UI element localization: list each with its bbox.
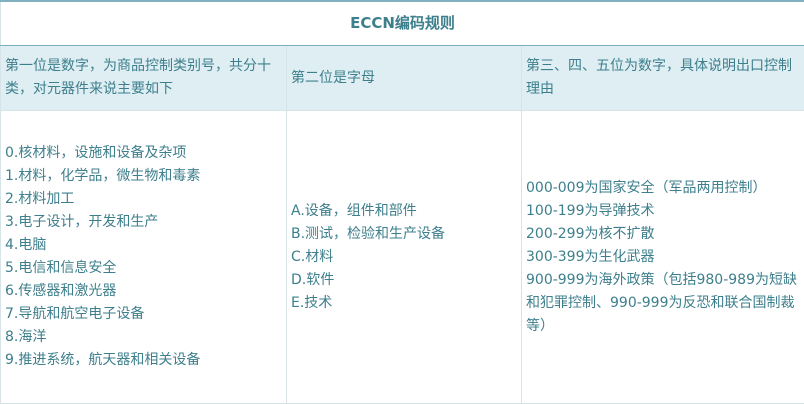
table-title: ECCN编码规则 [0,0,804,46]
header-second-letter: 第二位是字母 [286,45,522,111]
list-item: B.测试，检验和生产设备 [291,225,446,242]
list-item: 6.传感器和激光器 [5,283,117,299]
list-item: 000-009为国家安全（军品两用控制） [526,179,767,196]
list-item: C.材料 [291,248,334,265]
header-digits-3-5: 第三、四、五位为数字，具体说明出口控制理由 [520,45,804,111]
list-item: 5.电信和信息安全 [5,260,117,276]
reason-list: 000-009为国家安全（军品两用控制） 100-199为导弹技术 200-29… [520,110,804,404]
category-list: 0.核材料，设施和设备及杂项 1.材料，化学品，微生物和毒素 2.材料加工 3.… [0,110,287,404]
list-item: 300-399为生化武器 [526,248,655,265]
group-list: A.设备，组件和部件 B.测试，检验和生产设备 C.材料 D.软件 E.技术 [286,110,522,404]
list-item: 7.导航和航空电子设备 [5,306,145,322]
list-item: D.软件 [291,271,335,288]
list-item: 4.电脑 [5,237,47,253]
list-item: E.技术 [291,294,333,311]
list-item: 200-299为核不扩散 [526,225,655,242]
header-first-digit: 第一位是数字，为商品控制类别号，共分十类，对元器件来说主要如下 [0,45,287,111]
list-item: 100-199为导弹技术 [526,202,655,219]
list-item: 9.推进系统，航天器和相关设备 [5,352,201,368]
list-item: 3.电子设计，开发和生产 [5,214,159,230]
list-item: 1.材料，化学品，微生物和毒素 [5,168,201,184]
list-item: 2.材料加工 [5,191,75,207]
list-item: 0.核材料，设施和设备及杂项 [5,145,187,161]
list-item: 8.海洋 [5,329,47,345]
list-item: 900-999为海外政策（包括980-989为短缺和犯罪控制、990-999为反… [526,271,797,334]
list-item: A.设备，组件和部件 [291,202,417,219]
